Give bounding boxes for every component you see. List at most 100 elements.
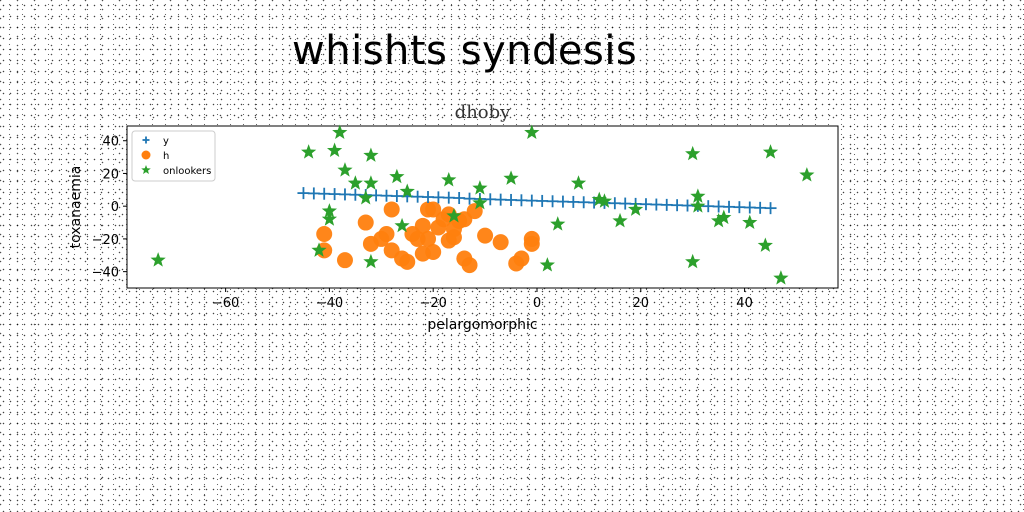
data-point-y	[453, 192, 466, 204]
data-point-onlookers	[503, 170, 519, 185]
data-point-onlookers	[321, 203, 338, 218]
y-tick-label: 20	[102, 167, 119, 182]
data-point-onlookers	[358, 190, 374, 205]
legend-box	[131, 130, 216, 182]
data-point-onlookers	[363, 147, 379, 162]
data-point-y	[733, 201, 746, 214]
x-tick-label: 20	[633, 296, 650, 311]
data-point-y	[442, 191, 455, 204]
data-point-onlookers	[311, 242, 327, 257]
data-point-y	[702, 200, 715, 213]
data-point-h	[492, 234, 509, 251]
data-point-y	[411, 190, 424, 203]
data-point-y	[556, 195, 569, 208]
data-point-y	[297, 187, 310, 200]
data-point-y	[463, 192, 476, 205]
data-point-h	[513, 250, 530, 267]
chart-title: dhoby	[455, 102, 511, 123]
data-point-onlookers	[347, 175, 363, 190]
x-tick-label: −60	[212, 296, 239, 311]
headline: whishts syndesis	[292, 28, 638, 74]
legend-label-h: h	[163, 151, 169, 162]
data-point-onlookers	[711, 212, 727, 228]
data-point-onlookers	[363, 175, 379, 190]
legend: yh onlookers	[131, 130, 216, 182]
data-point-y	[743, 201, 756, 214]
data-point-y	[681, 199, 694, 212]
data-point-y	[380, 189, 393, 202]
data-point-y	[432, 191, 445, 204]
legend-marker-y	[142, 136, 150, 144]
data-point-y	[754, 201, 767, 214]
data-point-y	[723, 200, 736, 213]
data-point-onlookers	[550, 216, 566, 231]
data-point-h	[383, 201, 400, 218]
data-point-y	[536, 194, 549, 207]
legend-label-y: y	[163, 136, 169, 147]
data-point-y	[338, 188, 351, 201]
data-point-h	[414, 217, 431, 234]
data-point-onlookers	[472, 180, 488, 195]
data-point-onlookers	[685, 145, 701, 161]
data-point-y	[484, 193, 497, 206]
data-point-y	[619, 197, 632, 210]
y-tick-label: 40	[102, 135, 119, 150]
data-point-y	[764, 202, 777, 215]
data-point-y	[671, 199, 684, 212]
data-point-y	[494, 193, 507, 206]
data-point-onlookers	[441, 172, 457, 187]
data-point-y	[349, 188, 362, 201]
x-tick-label: 40	[736, 296, 753, 311]
axis-ticks: −60 −40 −20 0 20 40 −40 −20 0 20 40	[92, 135, 753, 311]
y-axis-label: toxanaemia	[68, 166, 84, 249]
data-point-y	[577, 196, 590, 209]
data-point-onlookers	[799, 167, 815, 182]
data-point-y	[650, 198, 663, 211]
data-point-onlookers	[321, 211, 338, 226]
data-point-h	[357, 214, 374, 231]
data-point-onlookers	[596, 193, 613, 208]
y-tick-label: −40	[92, 266, 119, 281]
x-tick-label: −40	[316, 296, 343, 311]
data-point-onlookers	[394, 217, 410, 233]
data-point-onlookers	[150, 252, 166, 267]
data-point-onlookers	[627, 201, 644, 216]
data-point-onlookers	[472, 194, 488, 210]
data-point-h	[461, 257, 478, 274]
data-point-y	[608, 197, 621, 210]
data-point-h	[425, 201, 442, 218]
data-point-h	[477, 227, 494, 244]
data-point-onlookers	[399, 183, 415, 198]
data-point-onlookers	[716, 209, 732, 225]
data-point-h	[425, 244, 442, 260]
data-point-y	[567, 195, 580, 208]
data-point-y	[712, 200, 725, 213]
data-point-onlookers	[762, 144, 779, 159]
data-point-y	[639, 198, 652, 211]
data-point-onlookers	[570, 175, 587, 190]
data-point-y	[318, 187, 331, 200]
data-point-y	[307, 187, 320, 200]
data-point-h	[336, 252, 353, 269]
data-point-onlookers	[690, 198, 706, 213]
data-point-y	[546, 195, 559, 208]
legend-marker-onlookers	[141, 165, 151, 175]
data-point-onlookers	[337, 162, 353, 177]
data-point-onlookers	[742, 214, 758, 230]
data-point-onlookers	[446, 208, 462, 223]
data-point-y	[390, 190, 403, 203]
data-point-h	[316, 226, 333, 242]
x-tick-label: 0	[533, 296, 541, 311]
data-point-onlookers	[363, 253, 379, 269]
data-point-h	[399, 253, 416, 270]
data-point-onlookers	[301, 144, 317, 159]
data-point-h	[420, 230, 437, 247]
data-point-y	[505, 193, 518, 206]
data-point-onlookers	[690, 188, 706, 203]
data-point-h	[523, 235, 540, 252]
data-marks	[150, 124, 815, 285]
data-point-onlookers	[389, 168, 405, 184]
y-tick-label: 0	[111, 200, 119, 215]
x-axis-label: pelargomorphic	[427, 317, 537, 333]
